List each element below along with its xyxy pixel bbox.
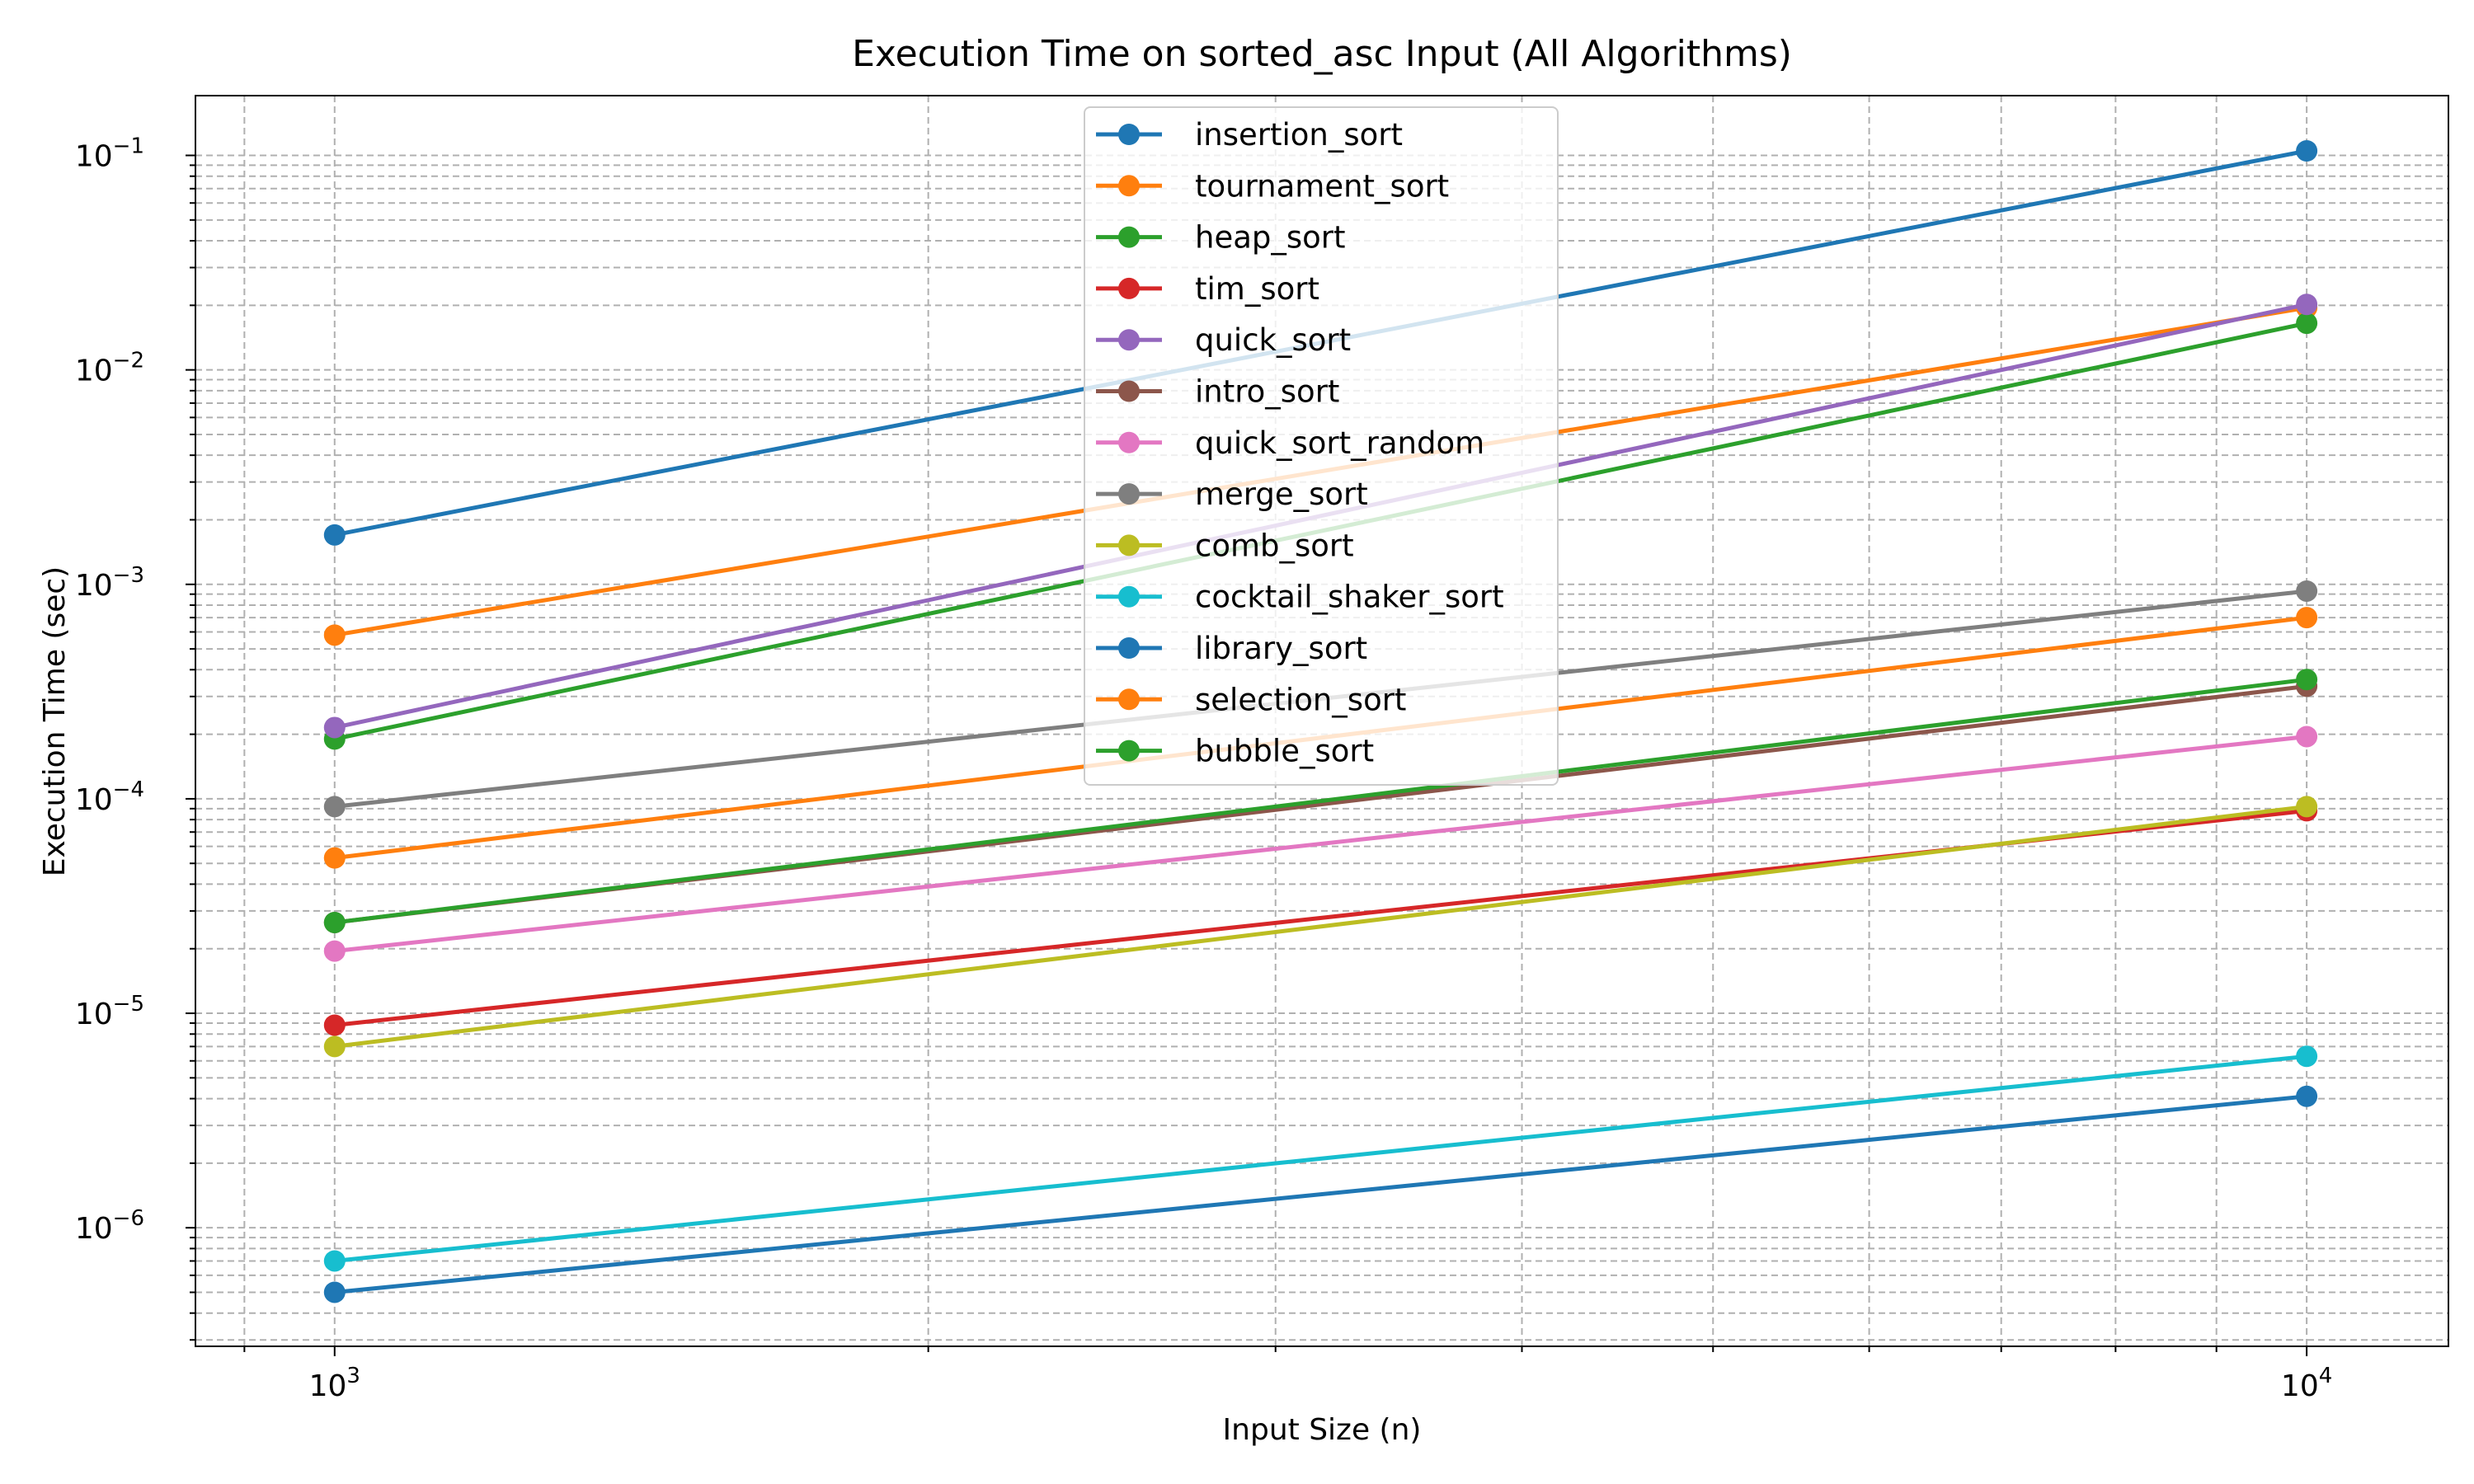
- data-point: [2296, 796, 2318, 818]
- legend-item: tournament_sort: [1096, 168, 1449, 204]
- legend-item: selection_sort: [1096, 682, 1406, 717]
- chart-title: Execution Time on sorted_asc Input (All …: [852, 33, 1792, 75]
- legend-swatch-marker: [1118, 380, 1140, 402]
- data-point: [323, 1036, 346, 1058]
- grid: [195, 96, 2448, 1346]
- legend-swatch-marker: [1118, 637, 1140, 659]
- data-point: [323, 624, 346, 646]
- series-library_sort: [323, 1085, 2318, 1303]
- legend-swatch-marker: [1118, 431, 1140, 453]
- plot-frame: [195, 95, 2449, 1347]
- legend-item: comb_sort: [1096, 528, 1354, 563]
- legend-swatch-marker: [1118, 124, 1140, 145]
- legend-item: quick_sort: [1096, 322, 1351, 358]
- legend-item: tim_sort: [1096, 271, 1319, 307]
- legend-item: insertion_sort: [1096, 117, 1403, 153]
- data-point: [2296, 726, 2318, 748]
- legend-item: bubble_sort: [1096, 734, 1374, 769]
- legend-label: quick_sort: [1195, 322, 1351, 358]
- legend-swatch-marker: [1118, 175, 1140, 197]
- data-point: [2296, 294, 2318, 316]
- legend-label: cocktail_shaker_sort: [1195, 580, 1504, 615]
- data-point: [2296, 312, 2318, 335]
- y-axis-label: Execution Time (sec): [38, 566, 72, 876]
- y-tick-label: 10−1: [75, 134, 144, 174]
- series-line: [334, 1094, 2307, 1294]
- legend-box: [1084, 106, 1559, 786]
- series-line: [334, 677, 2307, 925]
- y-tick-label: 10−2: [75, 349, 144, 388]
- legend-label: intro_sort: [1195, 374, 1339, 410]
- legend-label: bubble_sort: [1195, 734, 1374, 769]
- legend: insertion_sort tournament_sort heap_sortti…: [1084, 106, 1559, 786]
- legend-label: tim_sort: [1195, 271, 1319, 307]
- y-tick-label: 10−6: [75, 1206, 144, 1246]
- data-point: [2296, 140, 2318, 162]
- series-comb_sort: [323, 796, 2318, 1058]
- data-point: [323, 940, 346, 962]
- axis-ticks: 103 104 10−6 10−5 10−4 10−3 10−2 10−1: [75, 134, 2332, 1403]
- legend-item: library_sort: [1096, 631, 1367, 666]
- data-point: [323, 1250, 346, 1272]
- legend-label: library_sort: [1195, 631, 1367, 666]
- y-tick-label: 10−5: [75, 992, 144, 1031]
- legend-swatch-marker: [1118, 483, 1140, 505]
- data-point: [323, 911, 346, 933]
- data-point: [2296, 1045, 2318, 1068]
- x-tick-label: 104: [2281, 1364, 2332, 1403]
- legend-label: selection_sort: [1195, 682, 1406, 717]
- legend-label: tournament_sort: [1195, 168, 1449, 204]
- legend-item: intro_sort: [1096, 374, 1339, 410]
- series-bubble_sort: [323, 669, 2318, 933]
- legend-swatch-marker: [1118, 329, 1140, 351]
- data-point: [323, 1014, 346, 1036]
- legend-label: quick_sort_random: [1195, 425, 1484, 461]
- legend-swatch-marker: [1118, 585, 1140, 608]
- legend-swatch-marker: [1118, 277, 1140, 299]
- y-tick-label: 10−4: [75, 777, 144, 817]
- legend-item: quick_sort_random: [1096, 425, 1484, 461]
- data-point: [323, 524, 346, 546]
- data-point: [2296, 607, 2318, 629]
- series-line: [334, 1054, 2307, 1263]
- series-line: [334, 734, 2307, 954]
- data-point: [323, 796, 346, 818]
- legend-item: heap_sort: [1096, 220, 1346, 256]
- data-point: [2296, 580, 2318, 602]
- x-axis-label: Input Size (n): [1223, 1413, 1422, 1447]
- x-tick-label: 103: [309, 1364, 360, 1403]
- data-point: [2296, 1085, 2318, 1107]
- legend-swatch-marker: [1118, 226, 1140, 248]
- series-line: [334, 804, 2307, 1049]
- legend-label: comb_sort: [1195, 528, 1354, 563]
- y-tick-label: 10−3: [75, 563, 144, 603]
- series-cocktail_shaker_sort: [323, 1045, 2318, 1272]
- legend-swatch-marker: [1118, 688, 1140, 711]
- legend-label: insertion_sort: [1195, 117, 1403, 153]
- data-point: [323, 1281, 346, 1303]
- legend-item: cocktail_shaker_sort: [1096, 580, 1504, 615]
- series-quick_sort_random: [323, 726, 2318, 962]
- legend-swatch-marker: [1118, 534, 1140, 556]
- legend-label: merge_sort: [1195, 477, 1368, 512]
- data-point: [323, 847, 346, 869]
- data-point: [323, 716, 346, 739]
- legend-swatch-marker: [1118, 740, 1140, 762]
- data-point: [2296, 669, 2318, 691]
- legend-item: merge_sort: [1096, 477, 1368, 512]
- legend-label: heap_sort: [1195, 220, 1346, 256]
